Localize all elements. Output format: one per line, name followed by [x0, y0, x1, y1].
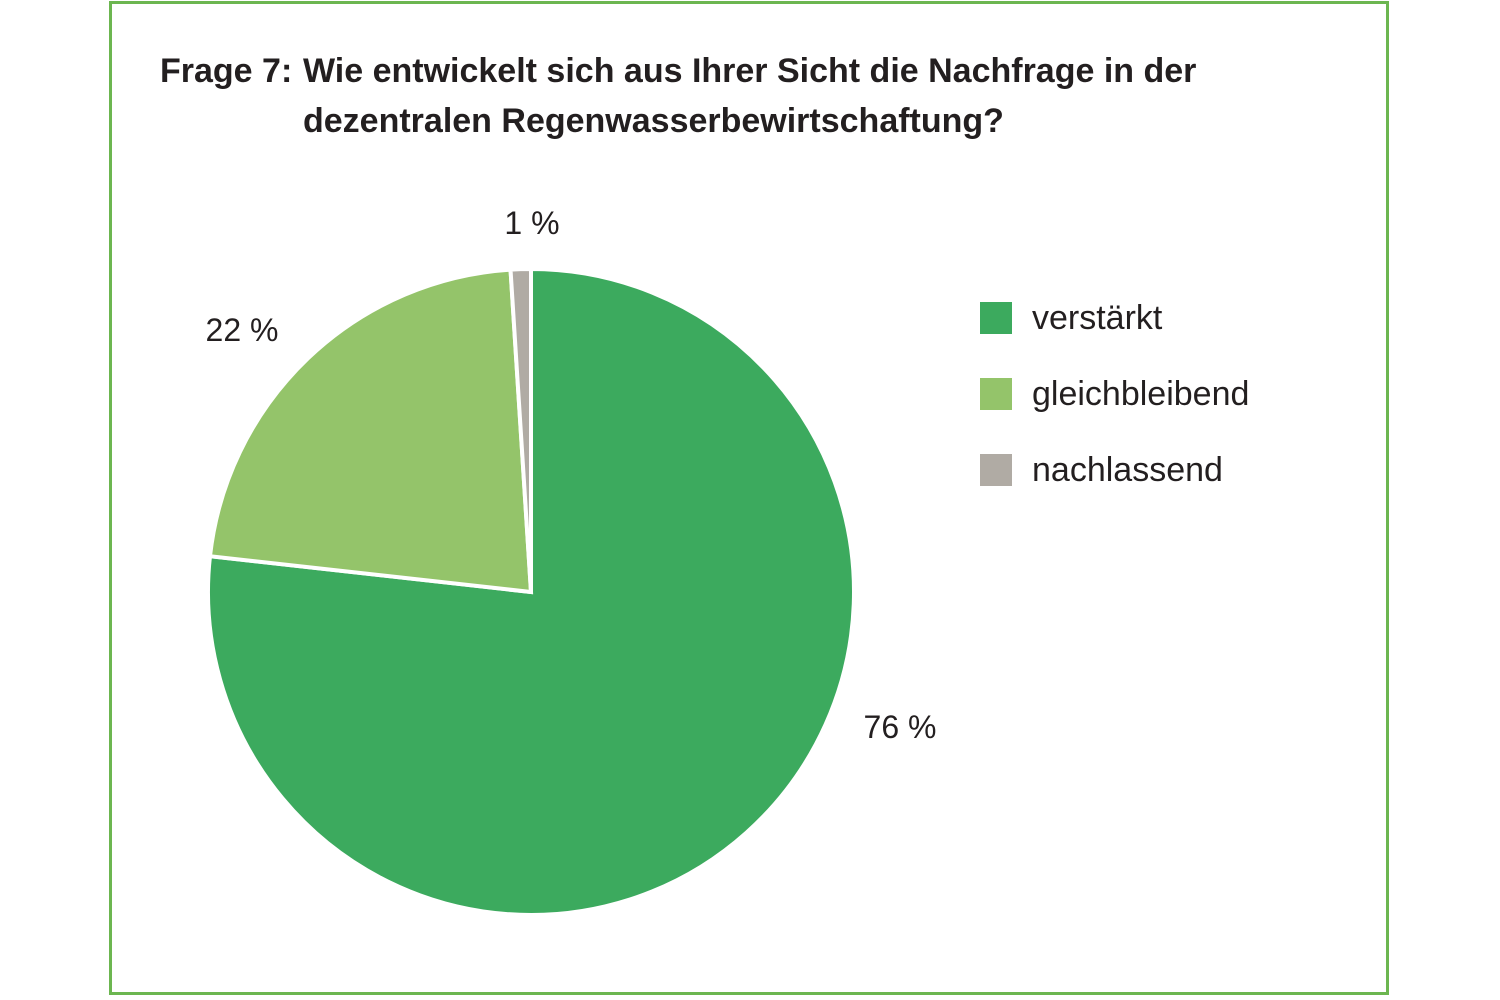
legend-item-verstaerkt: verstärkt: [980, 280, 1249, 356]
pie-slice-nachlassend: [508, 266, 533, 593]
pie-labels: 76 % 22 % 1 %: [206, 205, 937, 745]
chart-title: Frage 7: Wie entwickelt sich aus Ihrer Si…: [160, 46, 1196, 146]
legend-item-gleichbleibend: gleichbleibend: [980, 356, 1249, 432]
legend: verstärkt gleichbleibend nachlassend: [980, 280, 1249, 508]
legend-swatch-nachlassend: [980, 454, 1012, 486]
pie-label-nachlassend: 1 %: [504, 205, 559, 241]
pie-slices: [206, 266, 856, 917]
legend-swatch-verstaerkt: [980, 302, 1012, 334]
legend-label-nachlassend: nachlassend: [1032, 450, 1223, 489]
chart-title-prefix: Frage 7:: [160, 52, 293, 90]
legend-swatch-gleichbleibend: [980, 378, 1012, 410]
legend-label-gleichbleibend: gleichbleibend: [1032, 374, 1250, 413]
pie-slice-gleichbleibend: [207, 267, 534, 595]
chart-title-line1: Wie entwickelt sich aus Ihrer Sicht die …: [303, 52, 1197, 90]
legend-item-nachlassend: nachlassend: [980, 432, 1249, 508]
pie-label-gleichbleibend: 22 %: [206, 312, 279, 348]
chart-title-line2: dezentralen Regenwasserbewirtschaftung?: [303, 102, 1004, 140]
legend-label-verstaerkt: verstärkt: [1032, 298, 1163, 337]
pie-label-verstaerkt: 76 %: [864, 709, 937, 745]
